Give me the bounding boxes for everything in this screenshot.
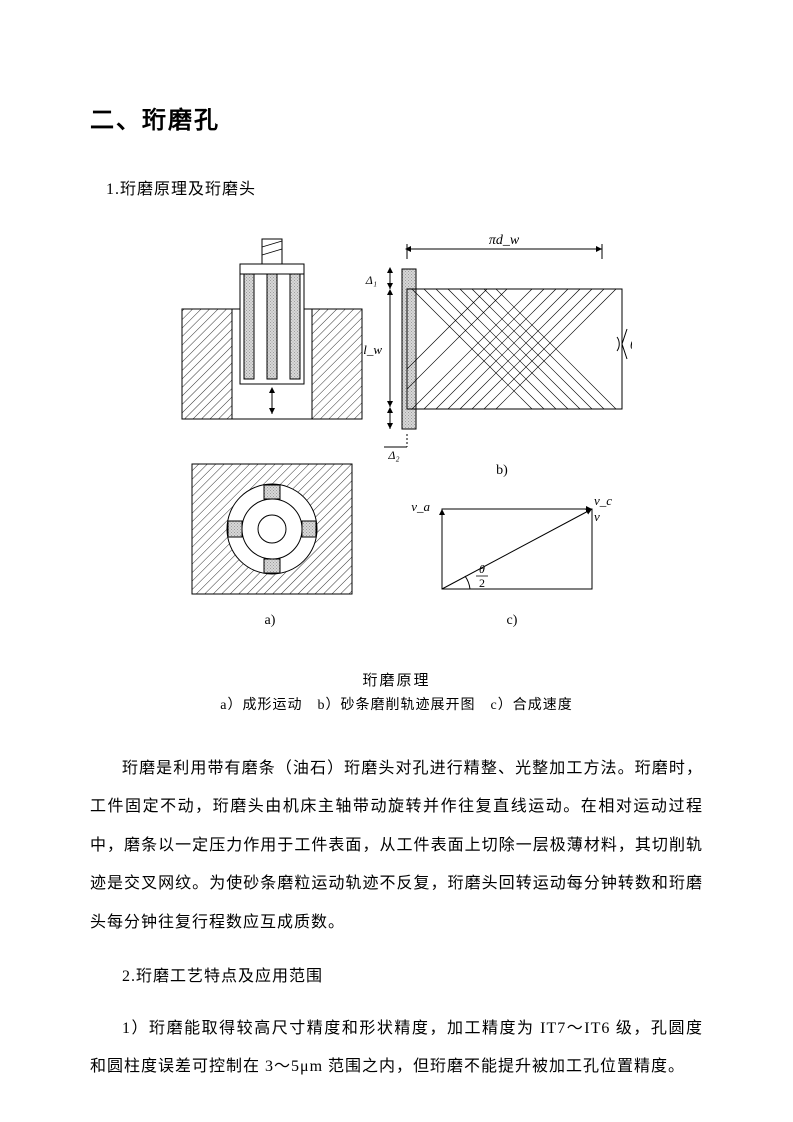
subfig-c: v_a v_c v θ 2 bbox=[411, 493, 612, 590]
label-theta: θ bbox=[630, 337, 632, 352]
label-vc: v_c bbox=[594, 493, 612, 508]
label-pi-dw: πd_w bbox=[488, 233, 519, 248]
label-va: v_a bbox=[411, 499, 430, 514]
subheading-2: 2.珩磨工艺特点及应用范围 bbox=[90, 962, 703, 986]
subfig-a-section bbox=[182, 239, 362, 419]
label-theta-half-bot: 2 bbox=[479, 576, 485, 590]
label-delta2: Δ₂ bbox=[387, 448, 399, 462]
figure-svg: a) πd_w bbox=[162, 229, 632, 659]
section-heading: 二、珩磨孔 bbox=[90, 100, 703, 135]
subfig-a-topview bbox=[192, 464, 352, 594]
label-v: v bbox=[594, 509, 600, 524]
label-theta-half-top: θ bbox=[479, 562, 485, 576]
label-a: a) bbox=[264, 613, 275, 628]
figure-caption-sub: a）成形运动 b）砂条磨削轨迹展开图 c）合成速度 bbox=[90, 694, 703, 714]
paragraph-1: 珩磨是利用带有磨条（油石）珩磨头对孔进行精整、光整加工方法。珩磨时，工件固定不动… bbox=[90, 750, 703, 942]
figure-caption-main: 珩磨原理 bbox=[90, 669, 703, 690]
document-page: 二、珩磨孔 1.珩磨原理及珩磨头 bbox=[0, 0, 793, 1122]
figure-honing-principle: a) πd_w bbox=[90, 229, 703, 659]
paragraph-2: 1）珩磨能取得较高尺寸精度和形状精度，加工精度为 IT7～IT6 级，孔圆度和圆… bbox=[90, 1010, 703, 1087]
label-b: b) bbox=[496, 463, 508, 478]
label-lw: l_w bbox=[363, 342, 382, 357]
label-delta1: Δ₁ bbox=[364, 273, 376, 287]
subheading-1: 1.珩磨原理及珩磨头 bbox=[90, 175, 703, 199]
subfig-b: πd_w bbox=[363, 233, 632, 462]
label-c: c) bbox=[506, 613, 517, 628]
